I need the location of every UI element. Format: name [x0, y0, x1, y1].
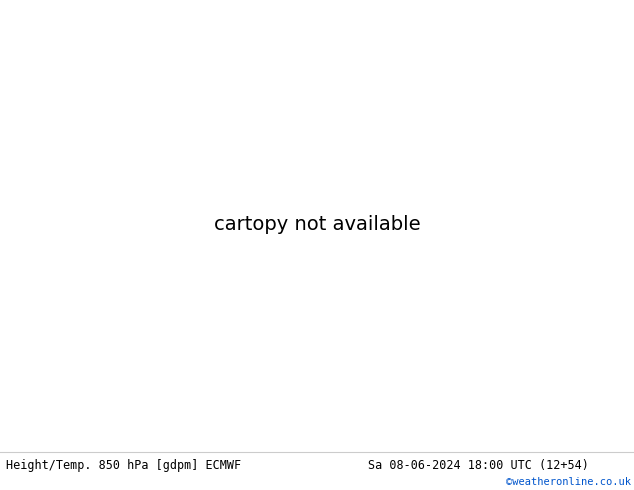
Text: ©weatheronline.co.uk: ©weatheronline.co.uk — [506, 477, 631, 487]
Text: Height/Temp. 850 hPa [gdpm] ECMWF: Height/Temp. 850 hPa [gdpm] ECMWF — [6, 460, 242, 472]
Text: cartopy not available: cartopy not available — [214, 216, 420, 234]
Text: Sa 08-06-2024 18:00 UTC (12+54): Sa 08-06-2024 18:00 UTC (12+54) — [368, 460, 588, 472]
